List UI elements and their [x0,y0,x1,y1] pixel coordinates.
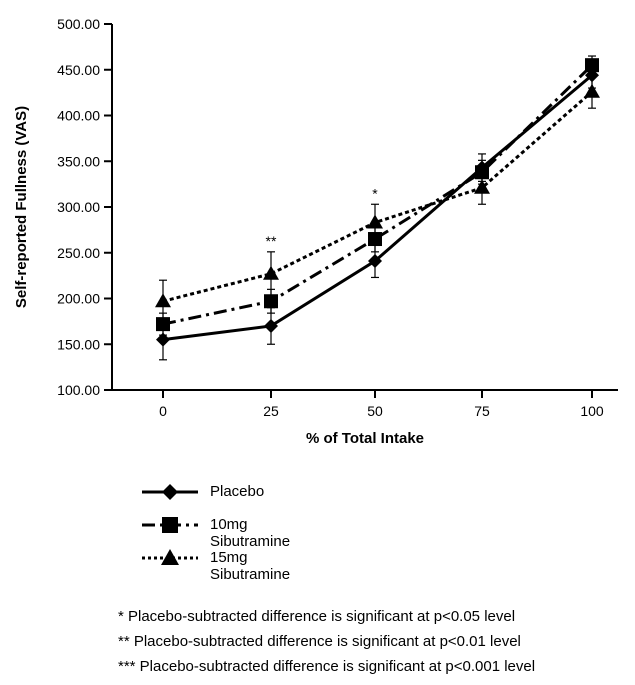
y-tick-label: 200.00 [57,291,100,307]
y-tick-label: 250.00 [57,245,100,261]
y-tick-label: 150.00 [57,336,100,352]
x-tick-label: 100 [580,403,604,419]
x-tick-label: 50 [367,403,383,419]
significance-marker: * [372,185,378,201]
y-axis-title: Self-reported Fullness (VAS) [13,106,30,308]
y-tick-label: 450.00 [57,62,100,78]
y-tick-label: 350.00 [57,153,100,169]
data-point-square [368,232,382,247]
data-point-diamond [156,332,170,347]
legend-label-10mg: 10mg Sibutramine [210,516,291,550]
footnotes: * Placebo-subtracted difference is signi… [118,604,535,679]
y-tick-label: 300.00 [57,199,100,215]
legend-symbol-10mg [142,517,198,533]
data-point-triangle [263,265,279,280]
footnote-p05: * Placebo-subtracted difference is signi… [118,608,516,625]
data-point-square [475,165,489,180]
y-tick-label: 500.00 [57,16,100,32]
legend-label-placebo: Placebo [210,483,265,500]
y-tick-label: 100.00 [57,382,100,398]
legend-label-15mg: 15mg Sibutramine [210,549,291,583]
x-axis-title: % of Total Intake [306,430,424,447]
y-tick-label: 400.00 [57,108,100,124]
data-point-square [264,294,278,309]
data-point-triangle [155,293,171,308]
footnote-p01: ** Placebo-subtracted difference is sign… [118,633,521,650]
data-point-triangle [584,83,600,98]
data-point-square [585,58,599,73]
significance-marker: ** [266,233,277,249]
data-point-square [156,317,170,332]
data-point-diamond [264,318,278,333]
x-tick-label: 0 [159,403,167,419]
x-tick-label: 25 [263,403,279,419]
x-tick-label: 75 [474,403,490,419]
data-point-diamond [368,253,382,268]
footnote-p001: *** Placebo-subtracted difference is sig… [118,658,536,675]
legend-symbol-placebo [142,484,198,500]
chart-plot: 100.00 150.00 200.00 250.00 300.00 350.00 400.… [13,16,618,447]
series-line-diamond [162,74,593,342]
legend-symbol-15mg [142,549,198,565]
data-point-triangle [474,179,490,194]
data-point-triangle [367,214,383,229]
series-line-square [162,64,594,326]
